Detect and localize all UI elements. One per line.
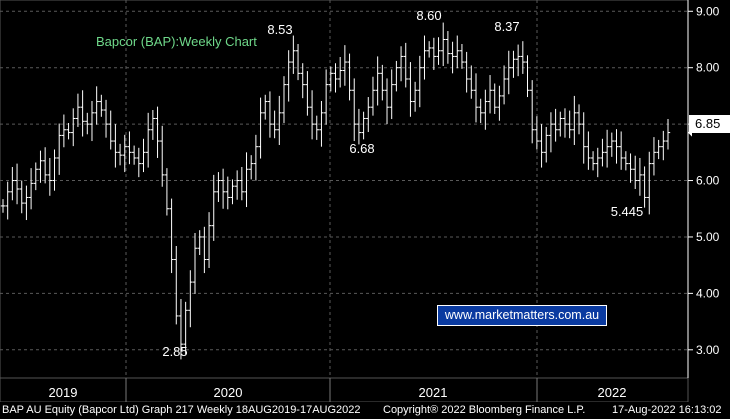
y-tick-label: 9.00 [696, 4, 720, 18]
x-tick-label: 2019 [49, 385, 78, 400]
footer-security: BAP AU Equity (Bapcor Ltd) Graph 217 Wee… [2, 404, 361, 416]
footer-bar: BAP AU Equity (Bapcor Ltd) Graph 217 Wee… [0, 402, 730, 419]
y-tick-label: 3.00 [696, 343, 720, 357]
y-tick-label: 4.00 [696, 286, 720, 300]
price-annotation: 8.53 [267, 22, 292, 37]
footer-timestamp: 17-Aug-2022 16:13:02 [612, 404, 722, 416]
y-tick-label: 6.00 [696, 174, 720, 188]
x-tick-label: 2021 [419, 385, 448, 400]
footer-copyright: Copyright® 2022 Bloomberg Finance L.P. [383, 404, 586, 416]
price-annotation: 6.68 [349, 141, 374, 156]
price-annotation: 8.37 [494, 19, 519, 34]
chart-title: Bapcor (BAP):Weekly Chart [96, 34, 257, 49]
x-axis-band [0, 377, 689, 403]
y-tick-label: 8.00 [696, 61, 720, 75]
x-tick-label: 2020 [214, 385, 243, 400]
price-annotation: 8.60 [416, 8, 441, 23]
x-tick-label: 2022 [598, 385, 627, 400]
last-price-badge: 6.85 [689, 115, 730, 133]
y-tick-label: 5.00 [696, 230, 720, 244]
price-annotation: 5.445 [611, 204, 644, 219]
price-annotation: 2.85 [162, 344, 187, 359]
watermark-link[interactable]: www.marketmatters.com.au [437, 305, 607, 326]
